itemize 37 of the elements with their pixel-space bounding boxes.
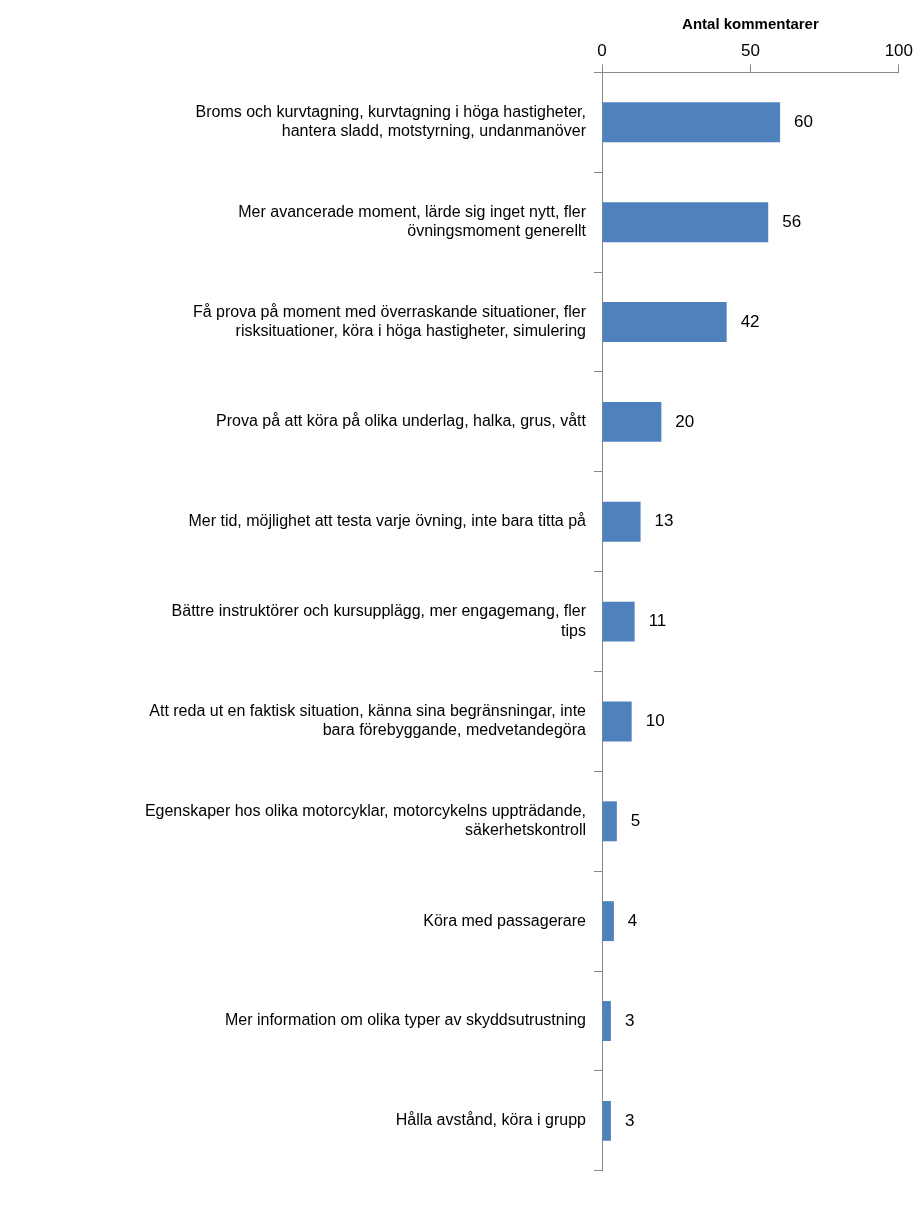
bar	[602, 601, 635, 642]
y-tick-label: Mer information om olika typer av skyddsutrustning	[224, 1011, 586, 1029]
bar	[602, 202, 769, 243]
y-tick-label: Broms och kurvtagning, kurvtagning i höga hastigheter, hantera sladd, motstyrning, undanmanöver	[195, 103, 587, 140]
y-tick-label: Bättre instruktörer och kursupplägg, mer engagemang, fler tips	[171, 602, 587, 639]
data-label: 4	[627, 910, 638, 930]
bar	[602, 901, 614, 942]
data-label: 11	[648, 611, 667, 631]
x-tick-label: 100	[884, 40, 914, 60]
data-label: 13	[654, 511, 674, 531]
y-tick-label: Hålla avstånd, köra i grupp	[395, 1111, 587, 1129]
x-tick-label: 0	[597, 40, 607, 60]
y-tick-label: Mer tid, möjlighet att testa varje övning, inte bara titta på	[188, 512, 587, 530]
data-label: 42	[740, 311, 760, 331]
bar	[602, 1100, 611, 1141]
bar	[602, 1001, 611, 1041]
y-tick-label: Mer avancerade moment, lärde sig inget nytt, fler övningsmoment generellt	[238, 202, 587, 240]
x-axis-title: Antal kommentarer	[682, 15, 819, 33]
data-label: 60	[794, 112, 814, 132]
data-label: 56	[782, 211, 802, 231]
bar	[602, 401, 662, 442]
data-label: 3	[624, 1010, 635, 1030]
y-tick-label: Få prova på moment med överraskande situationer, fler risksituationer, köra i höga hastigheter, simulering	[192, 302, 587, 340]
y-tick-label: Prova på att köra på olika underlag, halka, grus, vått	[216, 412, 587, 430]
y-tick-label: Köra med passagerare	[423, 911, 587, 929]
y-tick-label: Egenskaper hos olika motorcyklar, motorcykelns uppträdande, säkerhetskontroll	[144, 802, 586, 839]
bar	[602, 501, 641, 542]
data-label: 20	[675, 411, 695, 431]
bar	[602, 102, 781, 143]
y-tick-label: Att reda ut en faktisk situation, känna sina begränsningar, inte bara förebyggande, medvetandegöra	[149, 702, 587, 739]
x-tick-label: 50	[740, 40, 760, 60]
data-label: 10	[645, 711, 665, 731]
data-label: 5	[630, 811, 641, 830]
data-label: 3	[624, 1110, 635, 1130]
bar	[602, 701, 632, 742]
bar	[602, 302, 727, 343]
bar	[602, 801, 617, 842]
